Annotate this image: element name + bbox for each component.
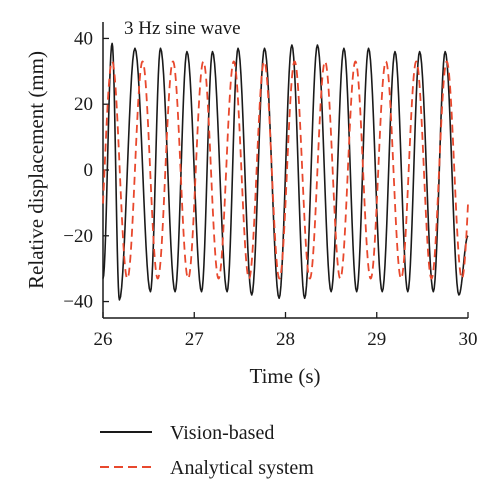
series-line-vision-based bbox=[102, 42, 469, 301]
x-tick-label: 26 bbox=[94, 329, 113, 350]
legend-label-vision-based: Vision-based bbox=[170, 422, 274, 444]
chart-annotation: 3 Hz sine wave bbox=[124, 18, 241, 39]
series-layer bbox=[102, 42, 469, 301]
x-axis-title: Time (s) bbox=[250, 364, 321, 388]
y-tick-label: 0 bbox=[84, 160, 94, 181]
x-tick-label: 29 bbox=[367, 329, 386, 350]
y-axis-title-group: Relative displacement (mm) bbox=[24, 51, 48, 289]
x-tick-label: 27 bbox=[185, 329, 204, 350]
y-tick-label: 40 bbox=[74, 28, 93, 49]
y-tick-label: 20 bbox=[74, 94, 93, 115]
legend: Vision-based Analytical system bbox=[100, 422, 314, 479]
y-axis-title: Relative displacement (mm) bbox=[24, 51, 48, 289]
x-tick-label: 30 bbox=[459, 329, 478, 350]
y-tick-label: −20 bbox=[63, 226, 93, 247]
x-tick-label: 28 bbox=[276, 329, 295, 350]
ticks: 26 27 28 29 30 40 20 0 −20 −40 bbox=[63, 28, 477, 350]
series-line-analytical-system bbox=[102, 60, 469, 280]
y-tick-label: −40 bbox=[63, 292, 93, 313]
legend-label-analytical-system: Analytical system bbox=[170, 457, 314, 479]
